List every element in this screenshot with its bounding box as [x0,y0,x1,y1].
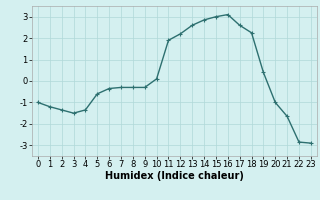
X-axis label: Humidex (Indice chaleur): Humidex (Indice chaleur) [105,171,244,181]
